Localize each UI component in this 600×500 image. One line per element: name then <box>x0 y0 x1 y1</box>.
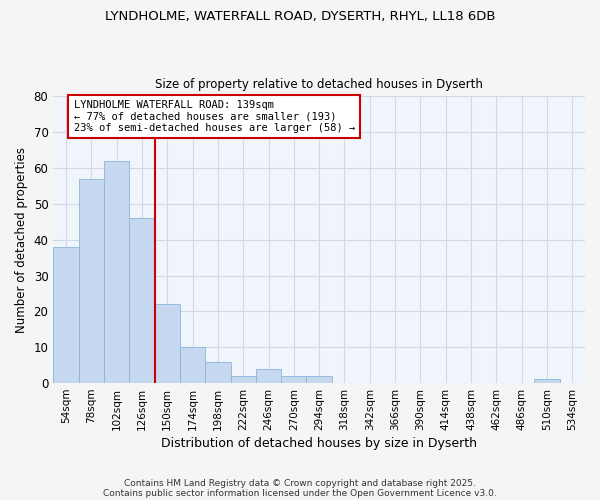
Title: Size of property relative to detached houses in Dyserth: Size of property relative to detached ho… <box>155 78 483 91</box>
Y-axis label: Number of detached properties: Number of detached properties <box>15 146 28 332</box>
Bar <box>53 247 79 383</box>
Bar <box>307 376 332 383</box>
Bar <box>104 161 129 383</box>
Text: LYNDHOLME WATERFALL ROAD: 139sqm
← 77% of detached houses are smaller (193)
23% : LYNDHOLME WATERFALL ROAD: 139sqm ← 77% o… <box>74 100 355 133</box>
Text: Contains public sector information licensed under the Open Government Licence v3: Contains public sector information licen… <box>103 488 497 498</box>
Bar <box>155 304 180 383</box>
Bar <box>230 376 256 383</box>
Bar <box>256 368 281 383</box>
Bar <box>281 376 307 383</box>
Bar <box>129 218 155 383</box>
Bar <box>535 380 560 383</box>
Bar <box>180 347 205 383</box>
Text: Contains HM Land Registry data © Crown copyright and database right 2025.: Contains HM Land Registry data © Crown c… <box>124 478 476 488</box>
Bar <box>205 362 230 383</box>
Text: LYNDHOLME, WATERFALL ROAD, DYSERTH, RHYL, LL18 6DB: LYNDHOLME, WATERFALL ROAD, DYSERTH, RHYL… <box>105 10 495 23</box>
Bar <box>79 179 104 383</box>
X-axis label: Distribution of detached houses by size in Dyserth: Distribution of detached houses by size … <box>161 437 477 450</box>
